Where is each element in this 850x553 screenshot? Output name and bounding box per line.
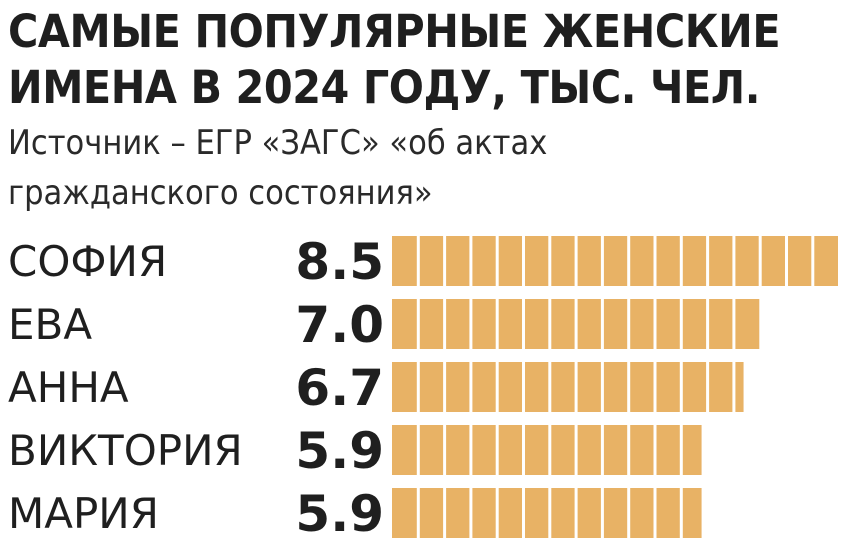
bar-row: ВИКТОРИЯ 5.9 xyxy=(8,422,702,480)
bar xyxy=(392,236,838,286)
value-label: 5.9 xyxy=(295,422,384,480)
value-label: 7.0 xyxy=(295,296,384,354)
chart-title-line-2: ИМЕНА В 2024 ГОДУ, ТЫС. ЧЕЛ. xyxy=(8,61,760,114)
value-label: 6.7 xyxy=(295,359,384,417)
category-label: СОФИЯ xyxy=(8,237,167,286)
category-label: ВИКТОРИЯ xyxy=(8,426,243,475)
value-label: 8.5 xyxy=(295,233,384,291)
chart-title: САМЫЕ ПОПУЛЯРНЫЕ ЖЕНСКИЕ ИМЕНА В 2024 ГО… xyxy=(8,4,781,116)
category-label: ЕВА xyxy=(8,300,92,349)
bar-row: ЕВА 7.0 xyxy=(8,296,760,354)
bar xyxy=(392,362,744,412)
bar-row: МАРИЯ 5.9 xyxy=(8,485,702,543)
chart-subtitle: Источник – ЕГР «ЗАГС» «об актах гражданс… xyxy=(8,118,746,218)
bar-row: СОФИЯ 8.5 xyxy=(8,233,838,291)
chart-title-line-1: САМЫЕ ПОПУЛЯРНЫЕ ЖЕНСКИЕ xyxy=(8,5,781,58)
bar-chart: СОФИЯ 8.5 ЕВА 7.0 АННА 6.7 ВИКТОРИЯ 5.9 МАРИЯ 5.9 xyxy=(8,233,838,543)
value-label: 5.9 xyxy=(295,485,384,543)
bar-row: АННА 6.7 xyxy=(8,359,744,417)
category-label: АННА xyxy=(8,363,129,412)
chart-subtitle-line-2: гражданского состояния» xyxy=(8,173,433,213)
category-label: МАРИЯ xyxy=(8,489,159,538)
chart-subtitle-line-1: Источник – ЕГР «ЗАГС» «об актах xyxy=(8,123,548,163)
